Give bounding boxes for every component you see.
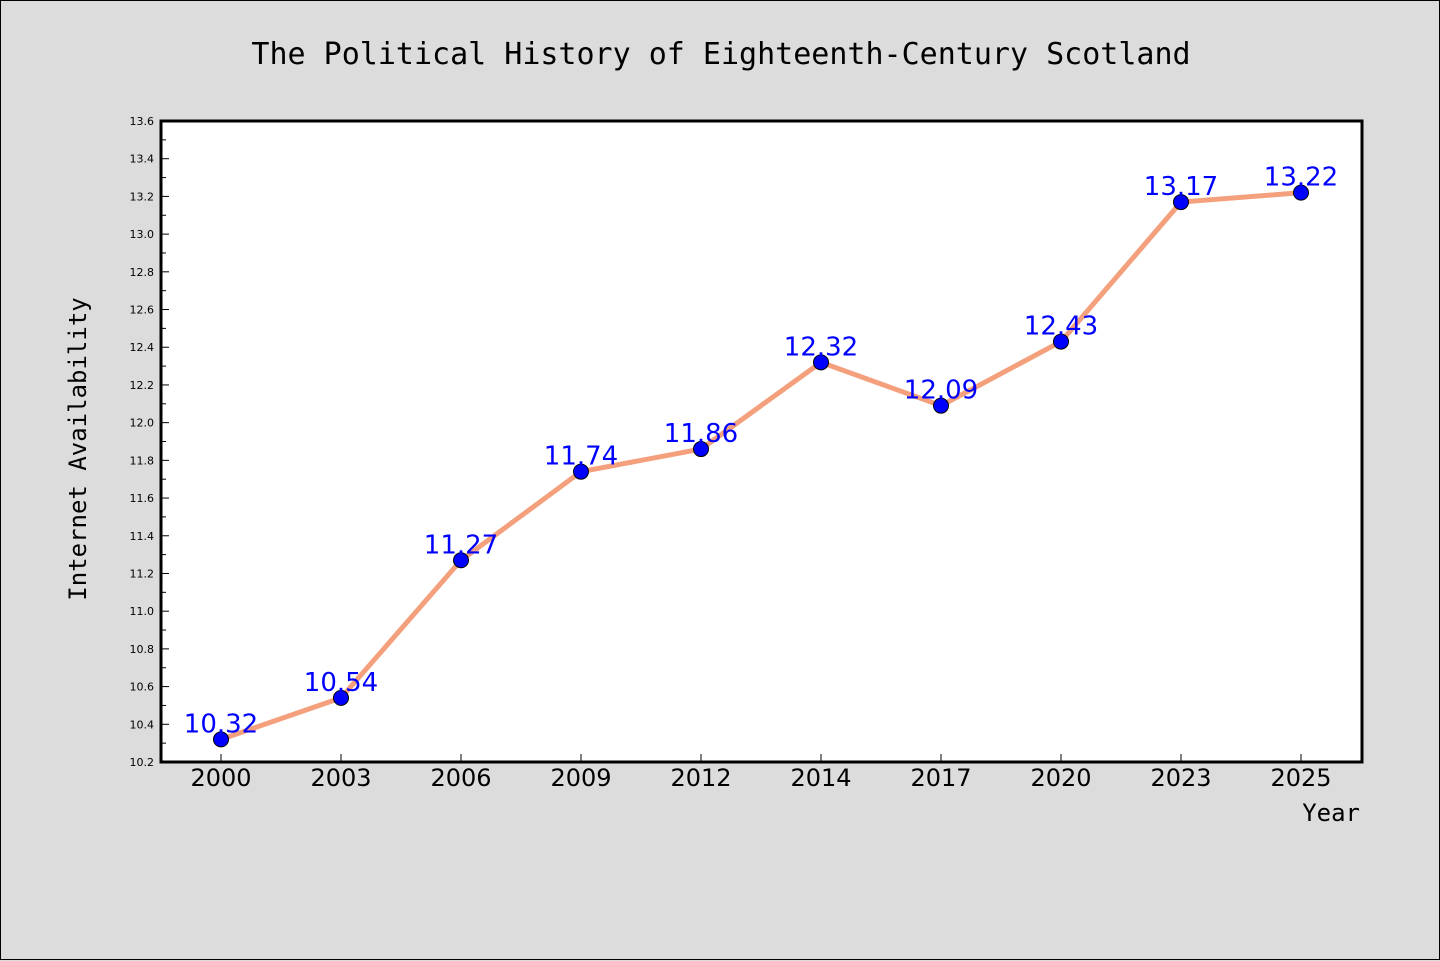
data-label: 11.86 [664,419,738,449]
y-tick-label: 10.2 [130,756,155,769]
x-tick-label: 2020 [1030,764,1091,792]
y-tick-label: 12.4 [130,341,155,354]
data-label: 13.22 [1264,163,1338,193]
data-label: 10.54 [304,668,378,698]
data-label: 12.43 [1024,312,1098,342]
x-axis: 2000 2003 2006 2009 2012 2014 2017 2020 2023 2025 [190,754,1332,792]
y-tick-label: 13.0 [130,228,155,241]
y-tick-label: 10.8 [130,643,155,656]
x-tick-label: 2006 [430,764,491,792]
data-point [453,552,469,569]
data-label: 11.74 [544,442,618,472]
chart-title: The Political History of Eighteenth-Cent… [251,37,1190,72]
data-labels: 10.32 10.54 11.27 11.74 11.86 12.32 12.09 12.43… [184,163,1338,740]
data-label: 12.09 [904,376,978,406]
y-tick-label: 12.8 [130,266,155,279]
data-label: 12.32 [784,332,858,362]
data-point [1053,333,1069,350]
data-point [813,354,829,371]
y-axis: 10.2 10.4 10.6 10.8 11.0 11.2 11.4 11.6 11.8 12.0… [130,115,169,769]
series-line [218,190,1304,742]
plot-area [159,119,1364,764]
y-tick-label: 11.0 [130,605,155,618]
data-point [213,731,229,748]
y-tick-label: 11.8 [130,454,155,467]
x-tick-label: 2003 [310,764,371,792]
data-point [573,463,589,480]
y-tick-label: 11.4 [130,530,155,543]
data-point [1293,184,1309,201]
y-tick-label: 11.2 [130,567,155,580]
data-label: 13.17 [1144,172,1218,202]
y-tick-label: 11.6 [130,492,155,505]
x-tick-label: 2009 [550,764,611,792]
y-tick-label: 13.6 [130,115,155,128]
y-tick-label: 12.0 [130,417,155,430]
series-layer [213,184,1309,748]
x-tick-label: 2000 [190,764,251,792]
y-tick-label: 13.4 [130,153,155,166]
x-tick-label: 2023 [1150,764,1211,792]
x-axis-title: Year [1302,799,1360,827]
data-point [693,441,709,458]
y-axis-title: Internet Availability [64,297,92,600]
x-tick-label: 2012 [670,764,731,792]
y-tick-label: 12.2 [130,379,155,392]
data-point [1173,194,1189,211]
y-tick-label: 10.4 [130,718,155,731]
y-tick-label: 12.6 [130,304,155,317]
y-tick-label: 13.2 [130,190,155,203]
y-tick-label: 10.6 [130,681,155,694]
data-point [933,397,949,414]
x-tick-label: 2014 [790,764,851,792]
data-point [333,689,349,706]
x-tick-label: 2025 [1270,764,1331,792]
data-label: 11.27 [424,530,498,560]
x-tick-label: 2017 [910,764,971,792]
data-label: 10.32 [184,709,258,739]
